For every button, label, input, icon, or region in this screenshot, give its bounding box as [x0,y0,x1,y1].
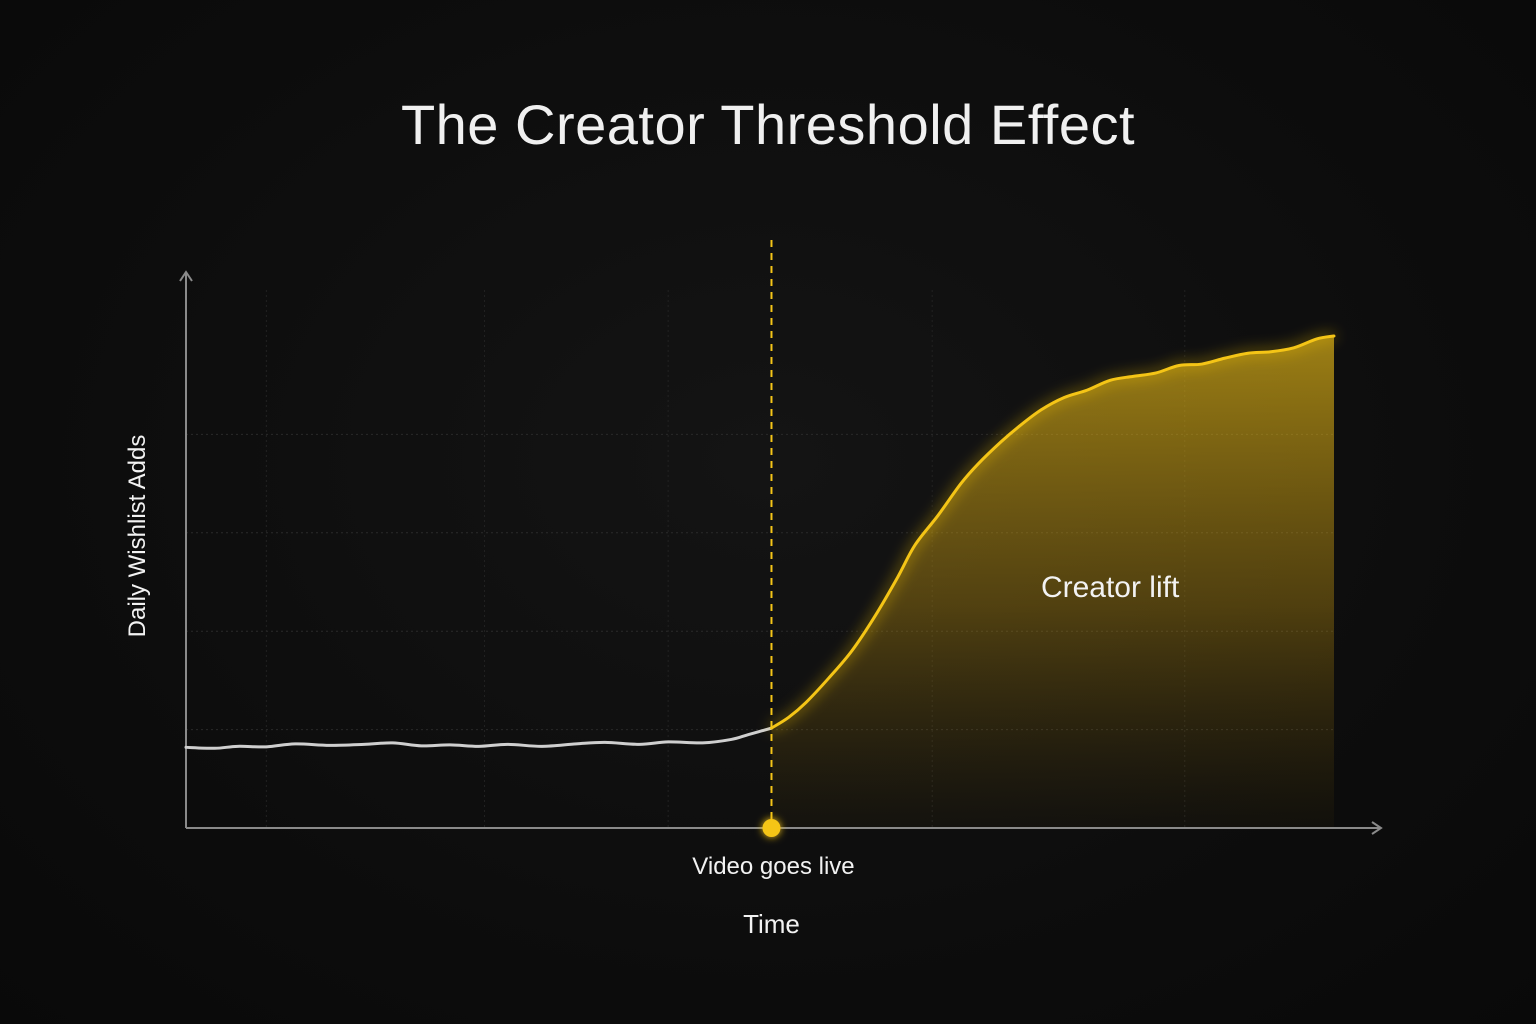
y-axis-arrow-icon [179,270,193,282]
creator-lift-area [771,336,1334,828]
creator-lift-annotation: Creator lift [1041,571,1180,604]
chart-title: The Creator Threshold Effect [400,93,1136,156]
event-marker-dot [762,819,781,837]
event-label: Video goes live [692,853,854,880]
y-axis-label: Daily Wishlist Adds [124,435,151,638]
x-axis-label: Time [743,909,800,939]
series-line-after [769,334,1336,730]
x-axis-arrow-icon [1371,821,1383,835]
series-line-before [184,726,773,750]
